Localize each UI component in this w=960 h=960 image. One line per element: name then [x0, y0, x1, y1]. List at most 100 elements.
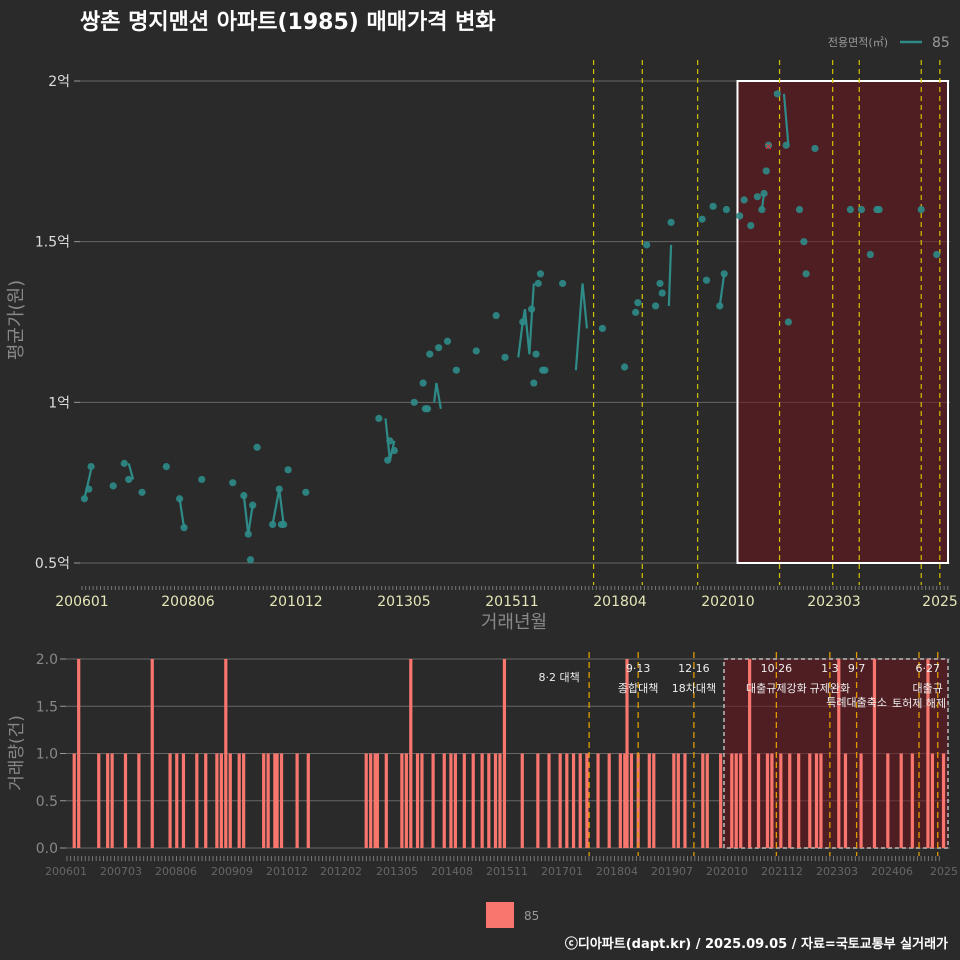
volume-bar [279, 753, 284, 848]
volume-x-tick-label: 200806 [155, 865, 197, 878]
price-point [85, 485, 93, 493]
price-chart-grid [80, 80, 950, 590]
policy-date-label: 1·3 [821, 662, 839, 675]
price-point [740, 196, 748, 204]
volume-bar [779, 753, 783, 848]
volume-bar [623, 753, 627, 848]
price-point [917, 205, 925, 214]
price-point [632, 308, 640, 316]
policy-date-label: 6·27 [915, 662, 940, 675]
price-point [651, 302, 660, 310]
price-point [284, 466, 292, 474]
volume-bar [859, 753, 863, 848]
price-point [532, 350, 540, 358]
price-point [120, 459, 128, 467]
volume-bar [242, 753, 246, 848]
volume-bar [547, 753, 551, 848]
volume-y-tick-label: 0.0 [36, 841, 58, 857]
price-point [667, 218, 675, 226]
price-point [656, 279, 664, 288]
price-point [180, 524, 188, 532]
price-point [435, 344, 443, 352]
price-y-tick-label: 0.5억 [35, 556, 70, 572]
policy-name-label: 18차대책 [672, 682, 716, 695]
volume-x-tick-label: 201202 [320, 865, 362, 878]
price-point [109, 482, 117, 490]
price-y-tick-label: 1억 [48, 395, 70, 411]
volume-bar [110, 753, 114, 848]
price-x-tick-label: 201804 [593, 594, 647, 610]
volume-bar [150, 659, 154, 848]
price-point [736, 212, 744, 220]
volume-bar [72, 753, 76, 848]
volume-bar [618, 753, 622, 848]
price-chart-y-ticks: 0.5억 1억 1.5억 2억 [35, 74, 80, 572]
volume-bar [502, 659, 507, 848]
policy-date-label: 10·26 [761, 662, 793, 675]
volume-bar [373, 753, 377, 848]
price-chart-x-ticks: 200601 200806 201012 201305 201511 201804 2020… [55, 594, 958, 610]
volume-y-tick-label: 0.5 [36, 794, 58, 810]
volume-bar [788, 753, 792, 848]
price-chart-x-label: 거래년월 [481, 612, 547, 633]
volume-bar [453, 753, 457, 848]
price-chart-y-label: 평균가(원) [6, 280, 27, 360]
price-point [658, 289, 666, 297]
volume-bar [400, 753, 404, 848]
price-x-tick-label: 202010 [701, 594, 754, 610]
price-line-segment [523, 309, 531, 355]
volume-x-tick-label: 202112 [761, 865, 803, 878]
volume-bar [941, 753, 946, 848]
volume-x-tick-label: 202406 [871, 865, 913, 878]
policy-name-label: 종합대책 [618, 682, 658, 695]
price-point [534, 279, 542, 288]
volume-bar [701, 753, 705, 848]
price-line-segment [574, 283, 584, 371]
volume-bar [636, 753, 640, 848]
price-x-tick-label: 2025 [922, 594, 958, 610]
volume-bar [565, 753, 569, 848]
price-point [702, 276, 711, 284]
volume-bar [471, 753, 475, 848]
price-x-tick-label: 201511 [485, 594, 538, 610]
price-point [753, 193, 762, 201]
volume-bar [886, 753, 890, 848]
volume-bar [872, 659, 877, 848]
price-point [620, 363, 629, 371]
price-point [519, 318, 527, 326]
volume-chart-policy-lines: 8·2 대책 9·13 종합대책 12·16 18차대책 10·26 대출규제강화 1·3 규제… [539, 652, 946, 856]
volume-bar [375, 753, 379, 848]
volume-bar [765, 753, 770, 848]
volume-bar [652, 753, 656, 848]
price-y-tick-label: 2억 [48, 74, 70, 90]
price-line-segment [178, 498, 186, 528]
volume-bar [814, 753, 819, 848]
volume-bar [442, 753, 446, 848]
price-line-segment [278, 488, 285, 525]
price-line-segment [83, 469, 93, 499]
price-x-tick-label: 202303 [807, 594, 860, 610]
price-point [244, 530, 252, 538]
price-x-tick-label: 200806 [161, 594, 215, 610]
policy-date-label: 9·7 [848, 662, 866, 675]
volume-bar [596, 753, 600, 848]
volume-bar [262, 753, 266, 848]
volume-chart-y-ticks: 0.0 0.5 1.0 1.5 2.0 [36, 652, 66, 857]
price-point [384, 456, 392, 464]
volume-bar [409, 659, 413, 848]
price-point [811, 144, 819, 153]
volume-bar [487, 753, 491, 848]
price-point [162, 463, 170, 471]
price-point [423, 405, 432, 413]
volume-bar [578, 753, 582, 848]
price-point [501, 353, 509, 361]
volume-chart-x-ticks: 200601 200703 200806 200909 201012 201202 2013… [45, 865, 958, 878]
volume-bar [683, 753, 687, 848]
volume-bar [719, 753, 723, 848]
price-point [795, 205, 804, 214]
price-chart-legend: 전용면적(㎡) 85 [828, 35, 950, 51]
price-point [253, 443, 261, 451]
price-point [410, 398, 418, 406]
policy-name-label: 대출규 [913, 682, 943, 695]
price-point [541, 366, 549, 374]
